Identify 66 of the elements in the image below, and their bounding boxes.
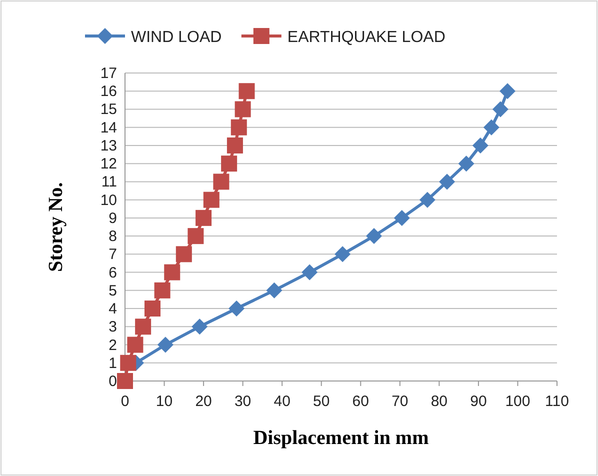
- point: [492, 101, 508, 118]
- x-tick-label: 80: [430, 393, 448, 410]
- y-tick-label: 11: [101, 174, 117, 191]
- point: [117, 373, 133, 389]
- y-tick-label: 9: [108, 210, 117, 227]
- point: [221, 156, 238, 172]
- point: [266, 282, 282, 298]
- point: [228, 300, 245, 317]
- point: [213, 174, 230, 190]
- y-tick-label: 6: [108, 264, 117, 282]
- y-tick-label: 1: [108, 354, 117, 372]
- point: [120, 354, 136, 371]
- point: [176, 246, 192, 262]
- y-tick-label: 0: [108, 373, 117, 390]
- point: [483, 119, 500, 136]
- x-tick-label: 0: [120, 393, 130, 410]
- x-tick-label: 70: [392, 393, 408, 410]
- y-tick-label: 2: [108, 336, 117, 354]
- point: [164, 264, 180, 280]
- x-tick-label: 60: [352, 393, 369, 410]
- point: [439, 174, 456, 190]
- point: [196, 210, 212, 226]
- x-tick-label: 30: [234, 393, 252, 410]
- point: [203, 192, 220, 208]
- y-tick-label: 12: [100, 156, 117, 173]
- point: [230, 119, 247, 136]
- point: [154, 282, 170, 298]
- x-tick-label: 100: [505, 393, 530, 410]
- x-tick-label: 20: [195, 393, 212, 410]
- x-tick-label: 110: [545, 393, 569, 410]
- point: [157, 336, 174, 353]
- point: [238, 83, 255, 100]
- x-tick-label: 10: [156, 393, 173, 410]
- point: [419, 192, 436, 208]
- point: [192, 318, 208, 335]
- y-tick-label: 7: [108, 246, 117, 264]
- point: [188, 228, 204, 244]
- x-axis-title: Displacement in mm: [253, 427, 430, 449]
- y-tick-label: 14: [100, 119, 117, 136]
- y-tick-label: 8: [108, 228, 117, 246]
- y-axis-title: Storey No.: [45, 182, 67, 272]
- y-tick-label: 16: [100, 83, 117, 100]
- point: [472, 137, 488, 154]
- point: [226, 137, 243, 154]
- point: [135, 318, 152, 335]
- x-tick-label: 40: [274, 393, 290, 410]
- point: [302, 264, 318, 280]
- legend-label: WIND LOAD: [131, 29, 222, 46]
- point: [144, 300, 160, 317]
- point: [366, 228, 382, 244]
- y-tick-label: 15: [100, 101, 117, 118]
- point: [127, 336, 144, 353]
- point: [394, 210, 410, 226]
- point: [500, 83, 516, 100]
- legend-label: EARTHQUAKE LOAD: [287, 29, 446, 46]
- x-tick-label: 50: [313, 393, 330, 410]
- y-tick-label: 13: [100, 137, 117, 154]
- y-tick-label: 3: [108, 318, 117, 336]
- point: [458, 156, 474, 172]
- point: [334, 246, 351, 262]
- y-tick-label: 17: [100, 65, 117, 82]
- x-tick-label: 90: [470, 393, 487, 410]
- y-tick-label: 5: [108, 282, 117, 300]
- point: [234, 101, 251, 118]
- y-tick-label: 4: [108, 300, 117, 318]
- y-tick-label: 10: [100, 192, 117, 209]
